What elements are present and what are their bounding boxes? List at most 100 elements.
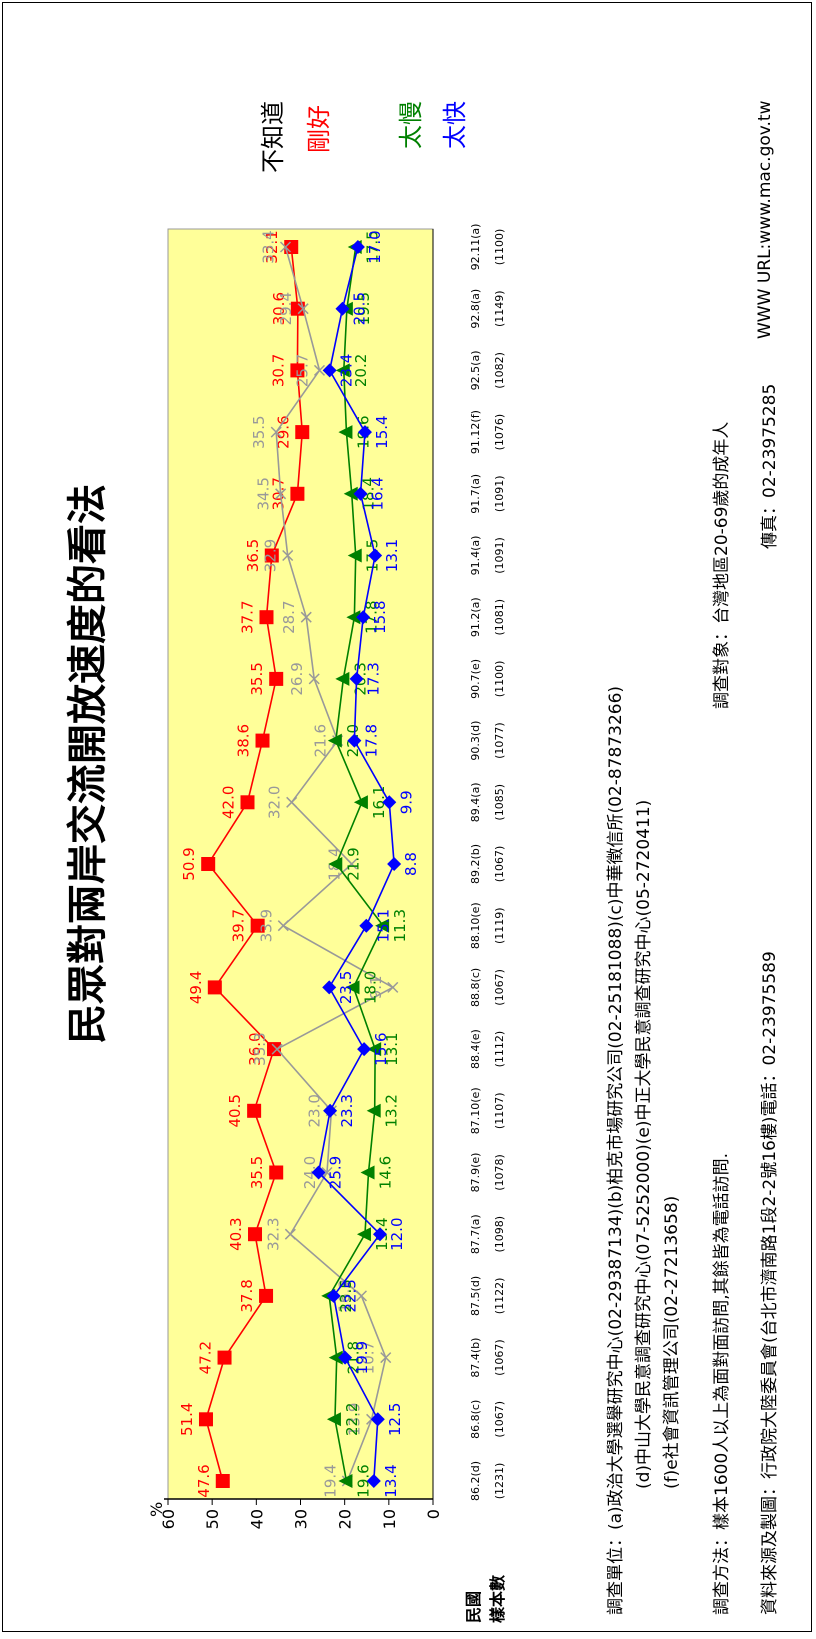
data-label: 22.2 bbox=[343, 1403, 361, 1436]
data-label: 35.3 bbox=[251, 1032, 269, 1065]
sample-size-label: (1067) bbox=[493, 846, 506, 883]
data-point bbox=[335, 363, 350, 378]
notes-method: 調查方法：樣本1600人以上為面對面訪問,其餘皆為電話訪問. bbox=[712, 1152, 732, 1615]
data-label: 13.9 bbox=[346, 1403, 364, 1436]
data-point bbox=[387, 981, 399, 993]
data-label: 16.4 bbox=[369, 477, 387, 510]
data-point bbox=[366, 1474, 381, 1488]
y-tick-label: 30 bbox=[292, 1509, 311, 1529]
sample-size-label: (1067) bbox=[493, 1339, 506, 1376]
data-point bbox=[313, 364, 326, 376]
data-label: 30.7 bbox=[269, 477, 287, 510]
y-axis-unit: % bbox=[147, 1502, 166, 1517]
x-tick-label: 91.4(a) bbox=[469, 536, 482, 576]
data-point bbox=[247, 1103, 262, 1118]
sample-size-label: (1067) bbox=[493, 1401, 506, 1438]
sample-size-label: (1119) bbox=[493, 907, 506, 944]
data-point bbox=[269, 671, 284, 686]
data-point bbox=[284, 240, 299, 254]
data-point bbox=[350, 240, 365, 254]
data-point bbox=[297, 303, 309, 315]
data-label: 20.2 bbox=[352, 354, 370, 387]
data-label: 34.5 bbox=[255, 477, 273, 510]
notes-www: WWW URL:www.mac.gov.tw bbox=[755, 100, 775, 339]
x-tick-label: 91.12(f) bbox=[469, 410, 482, 454]
data-label: 9.9 bbox=[397, 790, 415, 814]
data-point bbox=[347, 733, 362, 748]
data-point bbox=[382, 795, 397, 810]
data-point bbox=[353, 486, 368, 501]
legend-item-just-right: 剛好 bbox=[305, 105, 333, 153]
sample-size-label: (1081) bbox=[493, 599, 506, 636]
data-point bbox=[308, 673, 320, 685]
data-label: 47.2 bbox=[197, 1341, 215, 1374]
data-label: 30.7 bbox=[269, 354, 287, 387]
data-label: 39.7 bbox=[230, 909, 248, 942]
notes-units-line2: (d)中山大學民意調查研究中心(07-5252000)(e)中正大學民意調查研究… bbox=[634, 799, 654, 1489]
notes-units-line3: (f)e社會資訊管理公司(02-27213658) bbox=[662, 1195, 682, 1489]
data-point bbox=[300, 611, 312, 623]
data-label: 13.4 bbox=[382, 1464, 400, 1497]
y-tick-label: 10 bbox=[380, 1509, 399, 1529]
data-point bbox=[355, 1290, 367, 1302]
data-label: 22.5 bbox=[342, 1279, 360, 1312]
data-label: 38.6 bbox=[235, 724, 253, 757]
data-point bbox=[295, 425, 310, 440]
data-point bbox=[207, 980, 222, 995]
x-tick-label: 86.8(c) bbox=[469, 1400, 482, 1439]
data-label: 23.0 bbox=[305, 1094, 323, 1127]
y-tick-label: 0 bbox=[424, 1509, 443, 1519]
data-point bbox=[322, 980, 337, 995]
data-point bbox=[356, 1227, 371, 1242]
data-point bbox=[255, 733, 270, 748]
data-label: 28.7 bbox=[280, 600, 298, 633]
x-tick-label: 92.11(a) bbox=[469, 224, 482, 271]
data-label: 25.9 bbox=[327, 1156, 345, 1189]
data-label: 32.9 bbox=[262, 539, 280, 572]
sample-size-label: (1077) bbox=[493, 722, 506, 759]
data-point bbox=[359, 918, 374, 933]
data-label: 17.3 bbox=[365, 662, 383, 695]
x-tick-label: 91.7(a) bbox=[469, 474, 482, 514]
chart-svg: 0 10 20 30 40 50 60% 民國 樣本數 86.2(d) (1231) 86.8(c) (… bbox=[147, 224, 507, 1623]
x-tick-label: 87.5(d) bbox=[469, 1276, 482, 1316]
data-point bbox=[250, 918, 265, 933]
data-label: 32.3 bbox=[264, 1217, 282, 1250]
sample-size-label: (1112) bbox=[493, 1031, 506, 1068]
x-tick-label: 90.3(d) bbox=[469, 721, 482, 761]
rotated-chart-stage: 民眾對兩岸交流開放速度的看法 0 10 20 30 40 50 60% 民國 樣本數 86.2(d… bbox=[3, 3, 816, 1639]
data-label: 13.1 bbox=[383, 1032, 401, 1065]
data-point bbox=[345, 980, 360, 995]
sample-size-label: (1085) bbox=[493, 784, 506, 821]
data-point bbox=[366, 1103, 381, 1118]
data-label: 32.1 bbox=[263, 230, 281, 263]
data-point bbox=[267, 1042, 281, 1057]
data-label: 15.8 bbox=[371, 600, 389, 633]
data-label: 33.4 bbox=[259, 230, 277, 263]
x-tick-label: 92.8(a) bbox=[469, 289, 482, 329]
data-point bbox=[271, 1043, 283, 1055]
data-point bbox=[367, 1042, 382, 1057]
data-label: 16.1 bbox=[370, 786, 388, 819]
notes-source: 資料來源及製圖：行政院大陸委員會(台北市濟南路1段2-2號16樓)電話：02-2… bbox=[760, 951, 780, 1615]
notes-target: 調查對象：台灣地區20-69歲的成年人 bbox=[712, 421, 732, 709]
data-label: 32.0 bbox=[266, 786, 284, 819]
y-tick-label: 40 bbox=[247, 1509, 266, 1529]
data-label: 42.0 bbox=[220, 786, 238, 819]
data-label: 19.6 bbox=[354, 1464, 372, 1497]
data-label: 30.6 bbox=[270, 292, 288, 325]
data-label: 24.0 bbox=[301, 1156, 319, 1189]
sample-size-label: (1091) bbox=[493, 476, 506, 513]
sample-size-label: (1098) bbox=[493, 1216, 506, 1253]
data-label: 12.5 bbox=[386, 1403, 404, 1436]
sample-size-label: (1100) bbox=[493, 661, 506, 698]
data-point bbox=[346, 858, 358, 870]
data-label: 19.9 bbox=[353, 1341, 371, 1374]
data-label: 33.9 bbox=[257, 909, 275, 942]
data-label: 15.4 bbox=[373, 415, 391, 448]
period-row-label: 民國 bbox=[464, 1591, 483, 1623]
data-point bbox=[198, 1412, 213, 1427]
data-label: 8.8 bbox=[402, 852, 420, 876]
data-point bbox=[240, 795, 255, 810]
